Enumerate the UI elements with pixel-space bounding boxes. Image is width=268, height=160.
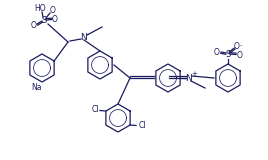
Text: O: O: [50, 5, 56, 15]
Text: O: O: [214, 48, 220, 56]
Text: O⁻: O⁻: [234, 41, 244, 51]
Text: HO: HO: [34, 4, 46, 12]
Text: Na: Na: [31, 83, 41, 92]
Text: N: N: [186, 73, 192, 83]
Text: Cl: Cl: [91, 105, 99, 115]
Text: Cl: Cl: [138, 121, 146, 131]
Text: O: O: [52, 15, 58, 24]
Text: +: +: [191, 71, 197, 77]
Text: S: S: [225, 49, 231, 59]
Text: N: N: [81, 32, 87, 41]
Text: O: O: [237, 51, 243, 60]
Text: S: S: [41, 16, 47, 24]
Text: O: O: [31, 20, 37, 29]
